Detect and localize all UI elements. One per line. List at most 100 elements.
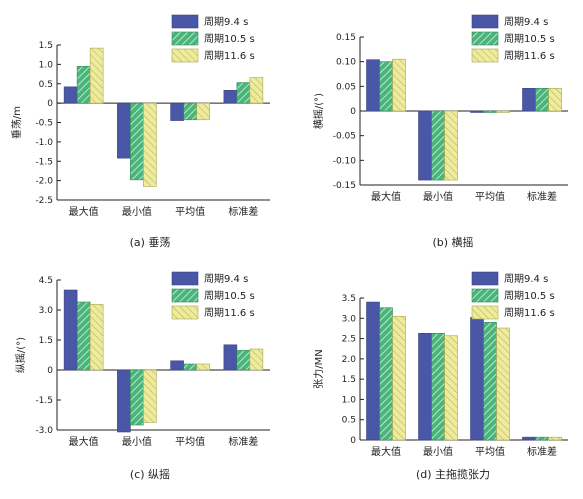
y-tick-label: 3.0 [39, 306, 54, 316]
y-tick-label: 1.5 [39, 41, 53, 51]
bar-cat-mean-s0 [170, 102, 184, 121]
x-category-label: 最大值 [69, 435, 99, 448]
legend-label: 周期9.4 s [504, 273, 548, 285]
panel-caption: (d) 主拖揽张力 [416, 467, 490, 481]
y-tick-label: 0.15 [336, 33, 356, 43]
x-category-label: 平均值 [475, 190, 505, 203]
bar-cat-mean-s0 [170, 360, 184, 371]
y-tick-label: 0 [350, 107, 356, 117]
y-tick-label: 4.5 [39, 276, 53, 286]
bar-cat-mean-s2 [196, 102, 210, 121]
legend-label: 周期9.4 s [204, 16, 248, 28]
legend-swatch-s1 [171, 288, 199, 303]
legend-swatch-s2 [171, 305, 199, 320]
y-tick-label: -0.15 [333, 181, 356, 191]
legend-label: 周期11.6 s [504, 307, 555, 319]
y-axis-title: 垂荡/m [11, 106, 23, 139]
bar-cat-min-s0 [418, 110, 432, 181]
bar-cat-min-s2 [143, 102, 157, 187]
y-tick-label: 0 [47, 366, 53, 376]
x-category-label: 最小值 [423, 190, 453, 203]
bar-cat-max-s1 [76, 66, 91, 104]
y-tick-label: -0.10 [333, 156, 357, 166]
panel-tension: 3.5 3.0 2.5 2.0 1.5 1.0 0.5 0 张力/MN 最大值 最小值 平均值 标准差 周… [312, 271, 568, 481]
bar-cat-std-s1 [535, 88, 549, 112]
bar-cat-mean-s0 [470, 317, 484, 441]
panel-caption: (c) 纵摇 [130, 467, 170, 481]
bar-cat-max-s2 [392, 58, 406, 112]
bar-cat-std-s2 [249, 77, 264, 104]
bar-cat-std-s1 [535, 436, 549, 441]
y-tick-label: 0.10 [336, 58, 356, 68]
bar-cat-std-s0 [223, 344, 238, 371]
x-category-label: 最大值 [371, 190, 401, 203]
bar-cat-mean-s1 [483, 110, 497, 113]
bar-cat-mean-s1 [183, 102, 197, 121]
panel-pitch: 4.5 3.0 1.5 0 -1.5 -3.0 纵摇/(°) 最大值 最小值 平均值 标准差 周期9.… [14, 271, 270, 481]
bar-cat-max-s2 [89, 47, 104, 104]
y-tick-label: 0.5 [39, 80, 53, 90]
y-tick-label: -2.5 [35, 196, 53, 206]
y-tick-label: -2.0 [35, 177, 53, 187]
legend-label: 周期10.5 s [504, 290, 555, 302]
x-category-label: 标准差 [228, 435, 258, 448]
legend-swatch-s2 [471, 305, 499, 320]
bar-cat-mean-s1 [483, 322, 497, 441]
legend-swatch-s0 [171, 271, 199, 286]
bar-cat-std-s0 [223, 90, 238, 104]
bar-cat-std-s2 [548, 88, 562, 112]
bar-cat-max-s0 [63, 289, 78, 371]
bar-cat-mean-s2 [496, 110, 510, 113]
legend-label: 周期11.6 s [204, 307, 255, 319]
y-tick-label: -0.05 [333, 132, 356, 142]
bar-cat-max-s2 [392, 315, 406, 441]
panel-roll: 0.15 0.10 0.05 0 -0.05 -0.10 -0.15 横摇/(°) 最大值 最小值… [312, 14, 568, 249]
bar-cat-max-s0 [63, 86, 78, 104]
x-category-label: 最小值 [423, 445, 453, 458]
bar-cat-min-s0 [418, 332, 432, 441]
bar-cat-min-s1 [431, 332, 445, 441]
bar-cat-std-s2 [548, 436, 562, 441]
legend-swatch-s1 [171, 31, 199, 46]
legend-label: 周期9.4 s [504, 16, 548, 28]
x-category-label: 标准差 [527, 445, 557, 458]
x-category-label: 最小值 [122, 435, 152, 448]
panel-caption: (a) 垂荡 [130, 236, 171, 249]
legend-swatch-s0 [471, 14, 499, 29]
y-tick-label: 1.0 [342, 395, 357, 405]
legend-swatch-s2 [471, 48, 499, 63]
y-tick-label: -0.5 [35, 119, 53, 129]
bar-cat-max-s1 [379, 61, 393, 112]
legend-label: 周期10.5 s [504, 33, 555, 45]
y-tick-label: 2.5 [342, 335, 356, 345]
bar-cat-max-s0 [366, 301, 380, 441]
bar-cat-max-s2 [89, 304, 104, 371]
bar-cat-max-s0 [366, 59, 380, 112]
bar-cat-std-s1 [236, 350, 251, 371]
y-tick-label: 1.0 [39, 60, 54, 70]
legend-swatch-s1 [471, 288, 499, 303]
bar-cat-min-s1 [130, 102, 144, 181]
bar-cat-mean-s0 [470, 110, 484, 113]
y-tick-label: -1.0 [35, 138, 53, 148]
y-tick-label: 0 [47, 99, 53, 109]
bar-cat-min-s2 [444, 110, 458, 181]
bar-cat-std-s1 [236, 82, 251, 104]
bar-cat-min-s1 [130, 369, 144, 426]
legend-swatch-s2 [171, 48, 199, 63]
x-category-label: 最大值 [69, 205, 99, 218]
bar-cat-std-s0 [522, 436, 536, 441]
x-category-label: 标准差 [228, 205, 258, 218]
bar-cat-min-s0 [117, 102, 131, 159]
legend-swatch-s1 [471, 31, 499, 46]
bar-cat-max-s1 [379, 307, 393, 441]
bar-cat-max-s1 [76, 301, 91, 371]
legend-label: 周期10.5 s [204, 290, 255, 302]
y-tick-label: 0 [350, 436, 356, 446]
y-tick-label: -1.5 [35, 157, 53, 167]
bar-cat-std-s0 [522, 88, 536, 112]
panel-caption: (b) 横摇 [432, 235, 473, 249]
y-tick-label: 0.5 [342, 416, 356, 426]
bar-cat-min-s1 [431, 110, 445, 181]
